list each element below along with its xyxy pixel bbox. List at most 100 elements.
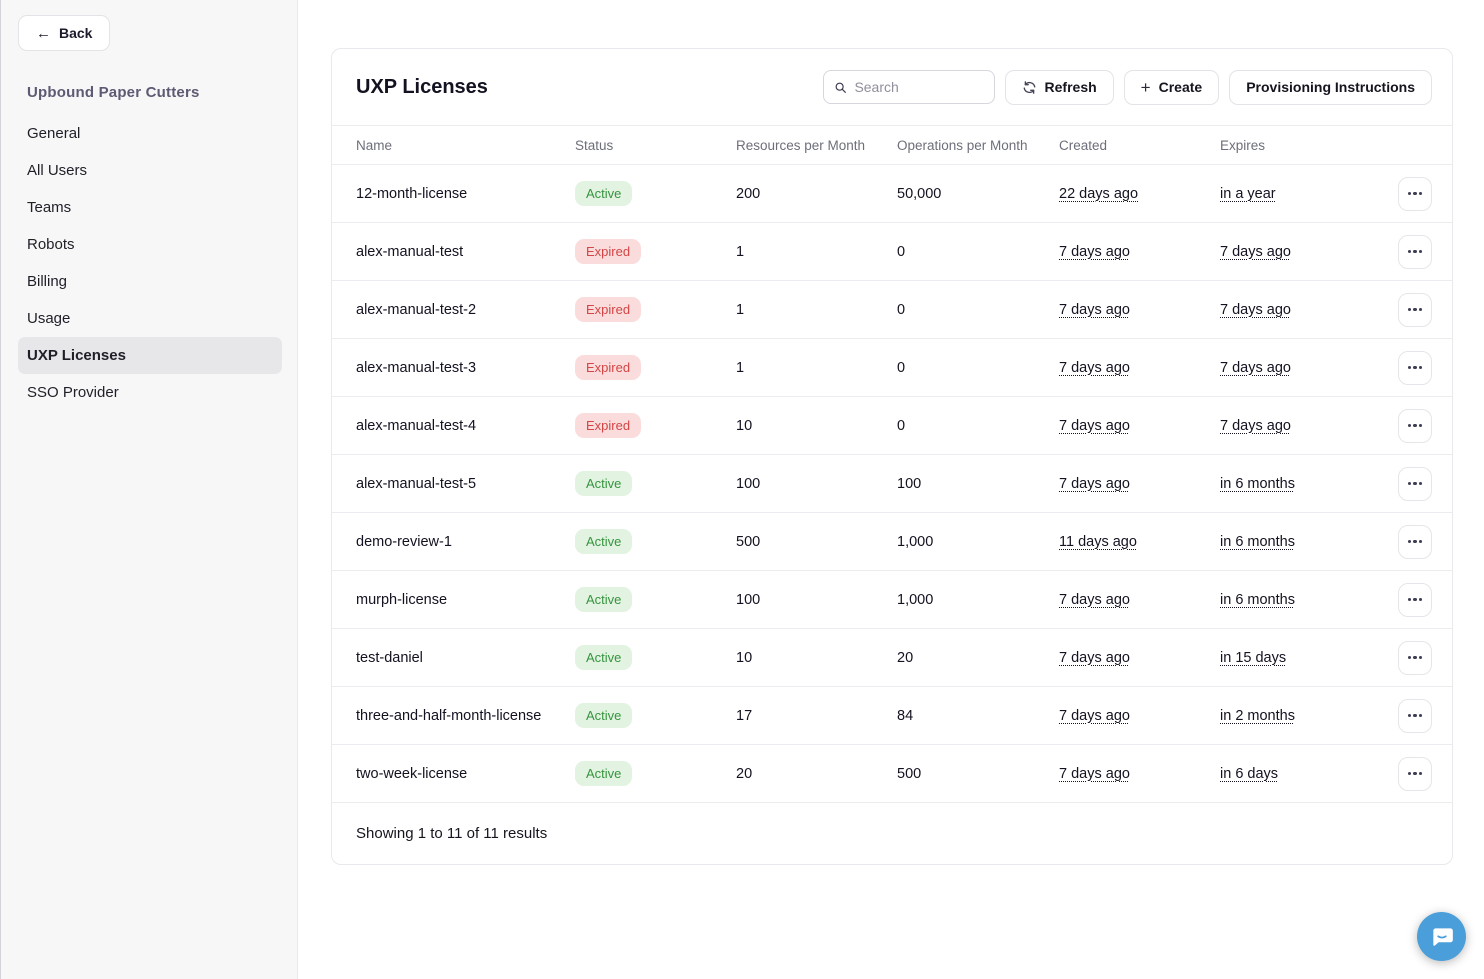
created-cell: 7 days ago — [1059, 476, 1220, 492]
row-actions-button[interactable] — [1398, 698, 1432, 733]
chat-launcher-button[interactable] — [1417, 912, 1466, 961]
row-actions-button[interactable] — [1398, 292, 1432, 327]
created-cell: 7 days ago — [1059, 360, 1220, 376]
ellipsis-dot — [1407, 249, 1411, 254]
actions-cell — [1398, 640, 1432, 675]
status-cell: Active — [575, 587, 736, 612]
resources-per-month-value: 10 — [736, 649, 753, 666]
sidebar-item-uxp-licenses[interactable]: UXP Licenses — [18, 337, 282, 374]
expires-value: in 6 months — [1220, 591, 1295, 608]
table-row: two-week-license Active 20 500 7 days ago in … — [332, 745, 1452, 803]
expires-cell: 7 days ago — [1220, 244, 1398, 260]
ellipsis-dot — [1413, 191, 1417, 196]
arrow-left-icon: ← — [36, 24, 51, 42]
row-actions-button[interactable] — [1398, 350, 1432, 385]
license-name: demo-review-1 — [356, 533, 452, 550]
card-header: UXP Licenses Refresh — [332, 49, 1452, 125]
license-name: murph-license — [356, 591, 448, 608]
expires-value: 7 days ago — [1220, 359, 1291, 376]
resources-per-month-value: 1 — [736, 301, 745, 318]
ellipsis-icon — [1407, 771, 1423, 776]
row-actions-button[interactable] — [1398, 582, 1432, 617]
ellipsis-icon — [1407, 713, 1423, 718]
back-button[interactable]: ← Back — [18, 15, 111, 51]
table-row: alex-manual-test-4 Expired 10 0 7 days ago 7 … — [332, 397, 1452, 455]
column-header-operations: Operations per Month — [897, 137, 1028, 153]
table-row: alex-manual-test-5 Active 100 100 7 days ago… — [332, 455, 1452, 513]
table-row: 12-month-license Active 200 50,000 22 days a… — [332, 165, 1452, 223]
search-box — [822, 70, 995, 104]
operations-per-month-value: 50,000 — [897, 185, 942, 202]
expires-cell: in 15 days — [1220, 650, 1398, 666]
operations-per-month-value: 84 — [897, 707, 914, 724]
sidebar-item-billing[interactable]: Billing — [27, 273, 68, 290]
resources-per-month-value: 200 — [736, 185, 761, 202]
expires-value: in 6 months — [1220, 475, 1295, 492]
expires-cell: in 6 months — [1220, 592, 1398, 608]
ellipsis-dot — [1413, 713, 1417, 718]
row-actions-button[interactable] — [1398, 176, 1432, 211]
column-header-expires: Expires — [1220, 137, 1266, 153]
status-cell: Expired — [575, 355, 736, 380]
license-name: alex-manual-test-4 — [356, 417, 477, 434]
create-button[interactable]: + Create — [1123, 69, 1220, 105]
expires-value: in 15 days — [1220, 649, 1287, 666]
row-actions-button[interactable] — [1398, 466, 1432, 501]
row-actions-button[interactable] — [1398, 640, 1432, 675]
created-value: 7 days ago — [1059, 417, 1130, 434]
table-row: test-daniel Active 10 20 7 days ago in 15 day… — [332, 629, 1452, 687]
sidebar-item-general[interactable]: General — [27, 125, 81, 142]
ellipsis-dot — [1419, 365, 1423, 370]
ellipsis-icon — [1407, 307, 1423, 312]
ellipsis-dot — [1407, 423, 1411, 428]
search-input[interactable] — [854, 79, 984, 95]
actions-cell — [1398, 176, 1432, 211]
ellipsis-dot — [1419, 191, 1423, 196]
ellipsis-dot — [1413, 539, 1417, 544]
row-actions-button[interactable] — [1398, 234, 1432, 269]
row-actions-button[interactable] — [1398, 756, 1432, 791]
sidebar-item-sso-provider[interactable]: SSO Provider — [27, 384, 119, 401]
ellipsis-dot — [1407, 713, 1411, 718]
created-value: 7 days ago — [1059, 243, 1130, 260]
expires-cell: 7 days ago — [1220, 418, 1398, 434]
sidebar-item-usage[interactable]: Usage — [27, 310, 71, 327]
created-value: 22 days ago — [1059, 185, 1139, 202]
status-cell: Active — [575, 529, 736, 554]
resources-per-month-value: 500 — [736, 533, 761, 550]
resources-per-month-value: 100 — [736, 475, 761, 492]
provisioning-instructions-button[interactable]: Provisioning Instructions — [1229, 69, 1432, 105]
ellipsis-dot — [1413, 249, 1417, 254]
expires-value: 7 days ago — [1220, 417, 1291, 434]
ellipsis-dot — [1413, 481, 1417, 486]
ellipsis-icon — [1407, 365, 1423, 370]
org-name: Upbound Paper Cutters — [27, 84, 200, 101]
expires-value: 7 days ago — [1220, 301, 1291, 318]
row-actions-button[interactable] — [1398, 408, 1432, 443]
status-cell: Expired — [575, 413, 736, 438]
resources-per-month-value: 10 — [736, 417, 753, 434]
status-badge: Active — [575, 181, 633, 206]
status-badge: Active — [575, 471, 633, 496]
created-value: 7 days ago — [1059, 475, 1130, 492]
resources-per-month-value: 20 — [736, 765, 753, 782]
resources-per-month-value: 100 — [736, 591, 761, 608]
expires-cell: in 6 months — [1220, 476, 1398, 492]
sidebar-item-teams[interactable]: Teams — [27, 199, 72, 216]
sidebar-item-all-users[interactable]: All Users — [27, 162, 88, 179]
sidebar-item-robots[interactable]: Robots — [27, 236, 75, 253]
license-name: three-and-half-month-license — [356, 707, 542, 724]
table-body: 12-month-license Active 200 50,000 22 days a… — [332, 165, 1452, 803]
ellipsis-icon — [1407, 539, 1423, 544]
table-header: Name Status Resources per Month Operatio… — [332, 125, 1452, 165]
licenses-card: UXP Licenses Refresh — [331, 48, 1453, 865]
row-actions-button[interactable] — [1398, 524, 1432, 559]
expires-cell: in a year — [1220, 186, 1398, 202]
sidebar-nav: General All Users Teams Robots Billing Usage U… — [18, 115, 282, 411]
refresh-button[interactable]: Refresh — [1004, 69, 1114, 105]
status-cell: Active — [575, 645, 736, 670]
table-row: murph-license Active 100 1,000 7 days ago in … — [332, 571, 1452, 629]
refresh-icon — [1023, 80, 1035, 94]
created-cell: 7 days ago — [1059, 592, 1220, 608]
ellipsis-dot — [1419, 771, 1423, 776]
